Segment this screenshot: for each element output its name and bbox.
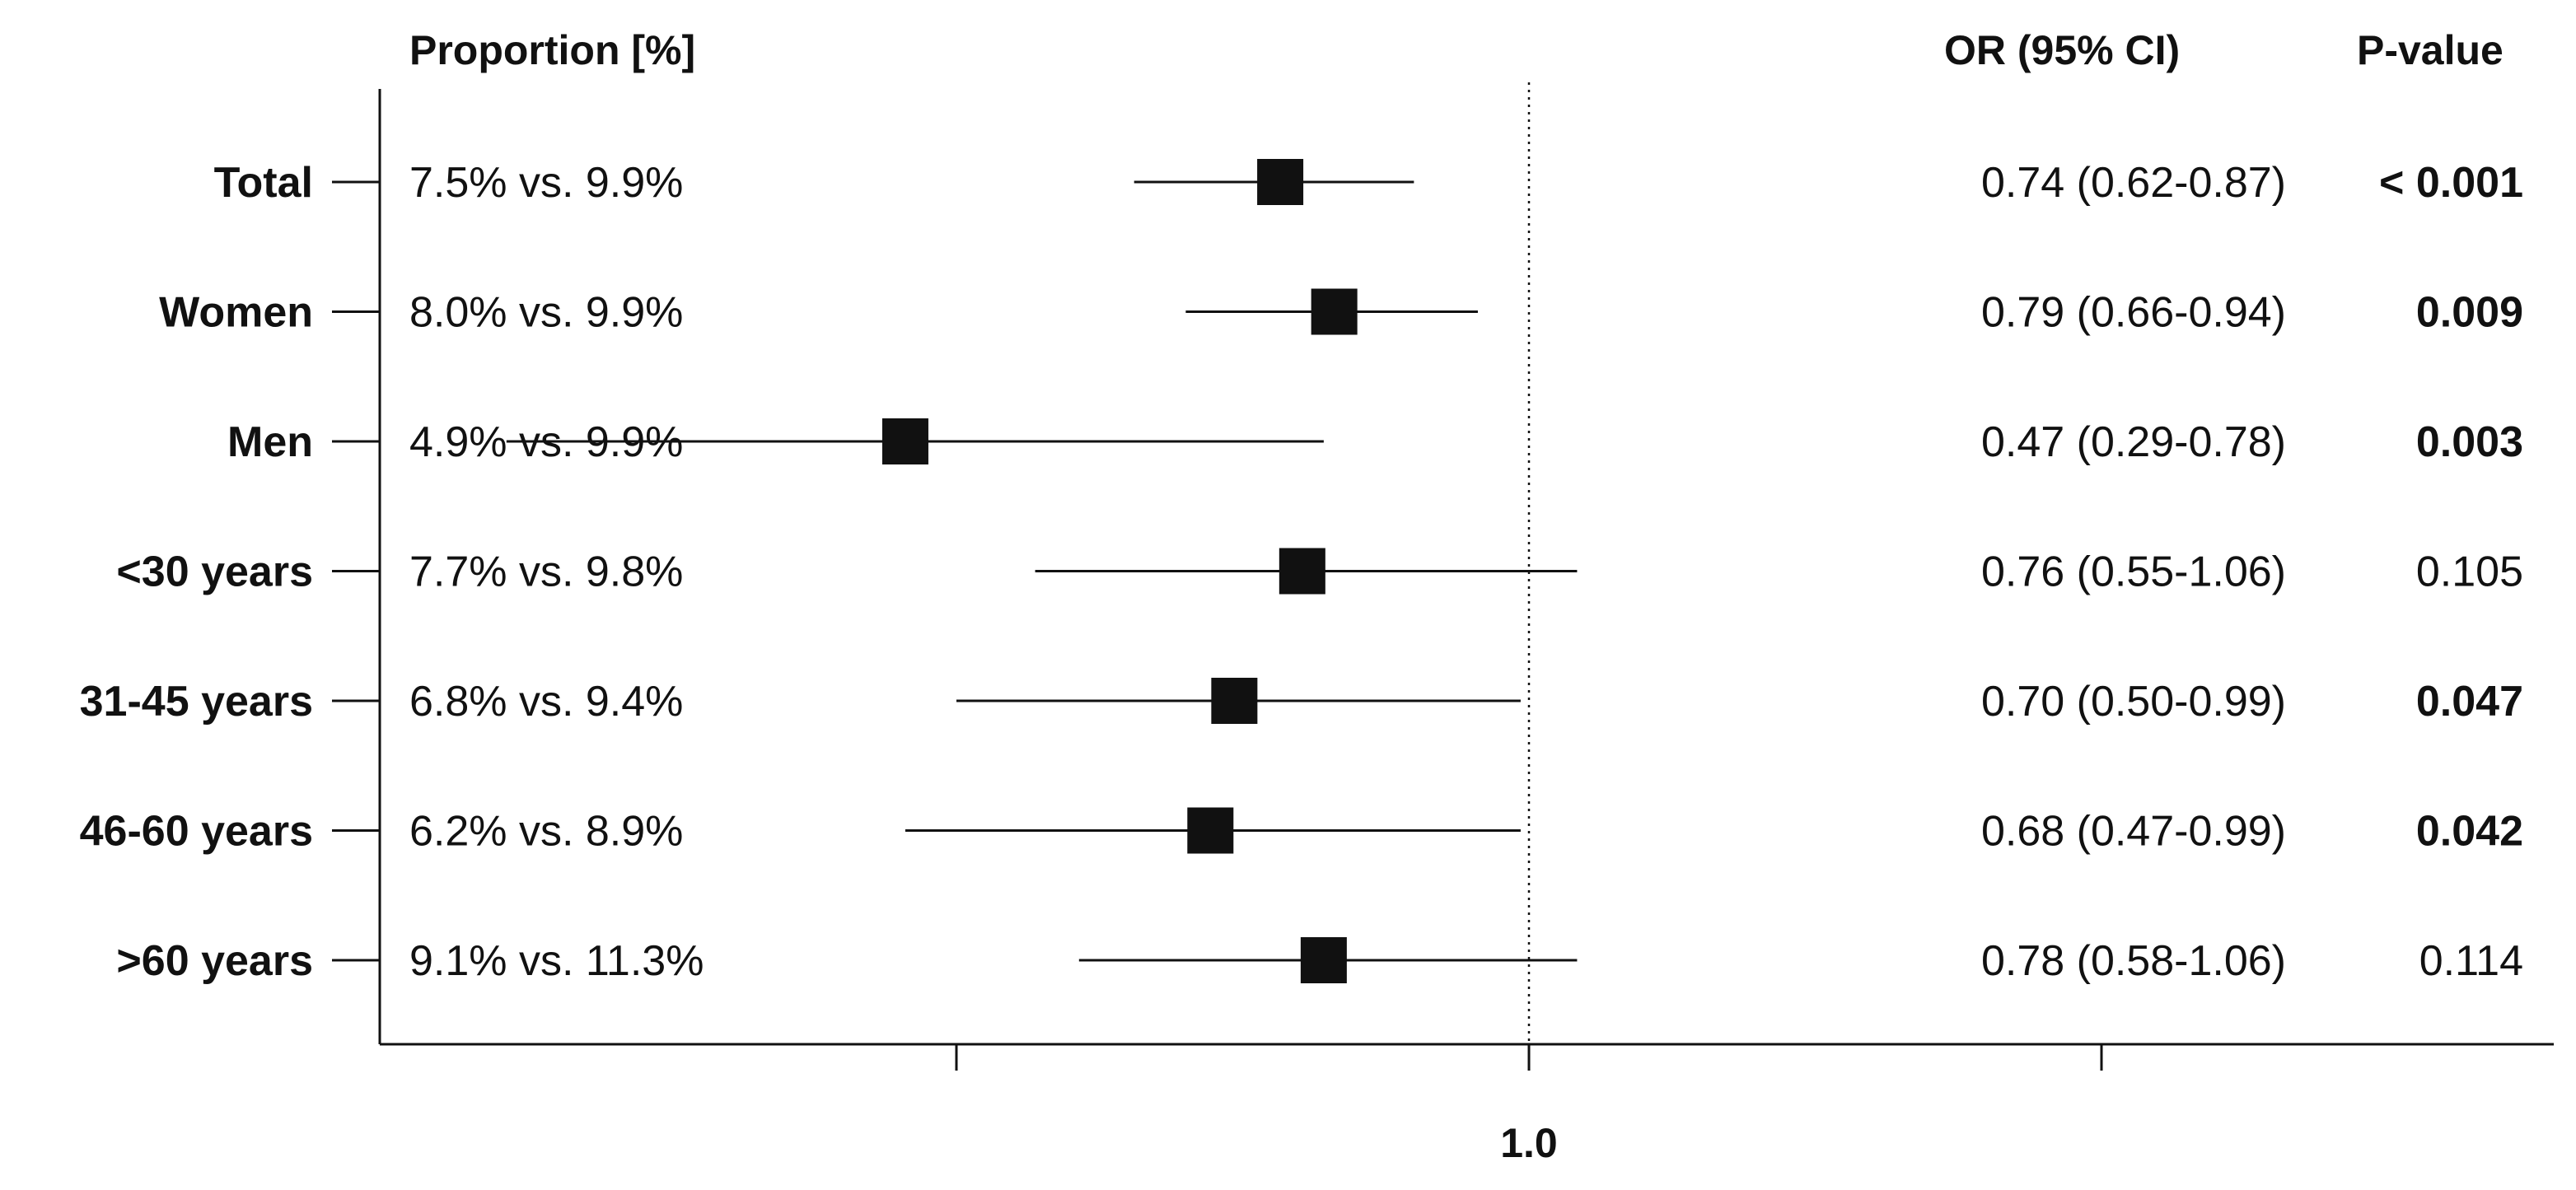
forest-rows: Total 7.5% vs. 9.9% 0.74 (0.62-0.87) < 0.00… xyxy=(80,159,2523,985)
or-value: 0.47 (0.29-0.78) xyxy=(1981,418,2286,466)
or-value: 0.76 (0.55-1.06) xyxy=(1981,548,2286,596)
forest-row: Men 4.9% vs. 9.9% 0.47 (0.29-0.78) 0.003 xyxy=(227,418,2523,466)
p-value: 0.042 xyxy=(2416,808,2523,856)
or-value: 0.79 (0.66-0.94) xyxy=(1981,289,2286,337)
or-point xyxy=(881,418,928,464)
row-label: Total xyxy=(214,159,313,207)
row-label: Men xyxy=(227,418,313,466)
row-label: 31-45 years xyxy=(80,678,313,726)
p-value: 0.105 xyxy=(2416,548,2523,596)
forest-row: 31-45 years 6.8% vs. 9.4% 0.70 (0.50-0.99)… xyxy=(80,678,2523,726)
forest-row: Women 8.0% vs. 9.9% 0.79 (0.66-0.94) 0.009 xyxy=(159,288,2523,337)
row-label: <30 years xyxy=(116,548,313,596)
proportion-value: 7.7% vs. 9.8% xyxy=(409,548,683,596)
or-point xyxy=(1279,548,1325,595)
or-value: 0.70 (0.50-0.99) xyxy=(1981,678,2286,726)
row-label: 46-60 years xyxy=(80,808,313,856)
or-point xyxy=(1211,678,1258,724)
x-axis-ticks xyxy=(955,1044,2103,1071)
header-pvalue: P-value xyxy=(2357,27,2504,73)
or-point xyxy=(1300,937,1347,983)
or-value: 0.68 (0.47-0.99) xyxy=(1981,808,2286,856)
row-label: Women xyxy=(159,289,313,337)
proportion-value: 6.8% vs. 9.4% xyxy=(409,678,683,726)
or-value: 0.78 (0.58-1.06) xyxy=(1981,937,2286,985)
p-value: 0.114 xyxy=(2419,937,2523,985)
p-value: 0.003 xyxy=(2416,418,2523,466)
row-label: >60 years xyxy=(116,937,313,985)
forest-row: <30 years 7.7% vs. 9.8% 0.76 (0.55-1.06) 0.… xyxy=(116,548,2523,596)
proportion-value: 7.5% vs. 9.9% xyxy=(409,159,683,207)
proportion-value: 8.0% vs. 9.9% xyxy=(409,289,683,337)
forest-row: 46-60 years 6.2% vs. 8.9% 0.68 (0.47-0.99)… xyxy=(80,807,2523,856)
header-or: OR (95% CI) xyxy=(1944,27,2180,73)
or-point xyxy=(1257,159,1304,205)
header-proportion: Proportion [%] xyxy=(409,27,695,73)
forest-row: Total 7.5% vs. 9.9% 0.74 (0.62-0.87) < 0.00… xyxy=(214,159,2523,207)
p-value: 0.009 xyxy=(2416,289,2523,337)
x-tick-label: 1.0 xyxy=(1500,1120,1558,1166)
or-point xyxy=(1187,807,1234,854)
p-value: 0.047 xyxy=(2416,678,2523,726)
p-value: < 0.001 xyxy=(2379,159,2523,207)
or-value: 0.74 (0.62-0.87) xyxy=(1981,159,2286,207)
or-point xyxy=(1311,288,1358,335)
proportion-value: 9.1% vs. 11.3% xyxy=(409,937,704,985)
forest-row: >60 years 9.1% vs. 11.3% 0.78 (0.58-1.06) 0… xyxy=(116,937,2523,985)
proportion-value: 6.2% vs. 8.9% xyxy=(409,808,683,856)
